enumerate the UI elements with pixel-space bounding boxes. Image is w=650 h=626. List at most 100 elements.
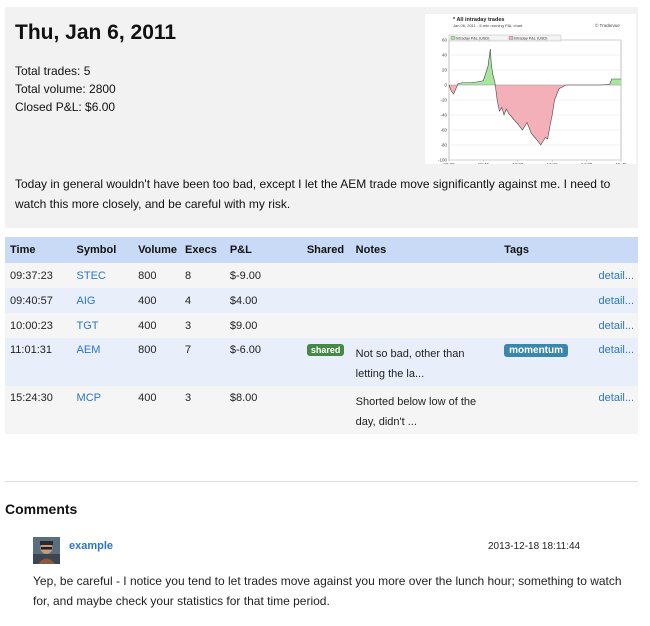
trade-volume: 400 (133, 288, 181, 313)
comment-timestamp: 2013-12-18 18:11:44 (488, 541, 581, 552)
trade-shared (301, 313, 351, 338)
trade-pnl: $8.00 (224, 386, 302, 434)
y-tick-label: 0 (444, 83, 447, 88)
col-pnl[interactable]: P&L (224, 237, 302, 263)
trade-execs: 3 (180, 313, 225, 338)
trade-symbol-link[interactable]: TGT (76, 319, 99, 332)
notes-line: day, didn't ... (355, 416, 417, 428)
y-tick-label: 20 (442, 68, 448, 73)
detail-link[interactable]: detail... (598, 269, 634, 282)
trade-symbol-link[interactable]: AIG (76, 294, 96, 307)
trade-volume: 800 (133, 263, 181, 288)
detail-link[interactable]: detail... (598, 392, 634, 404)
trade-notes (350, 288, 500, 313)
trade-tags: momentum (499, 338, 594, 386)
pnl-series-line (448, 48, 621, 146)
trade-time: 10:00:23 (5, 313, 72, 338)
trade-tags (499, 386, 594, 434)
trade-tags (499, 263, 594, 288)
page-title: Thu, Jan 6, 2011 (15, 21, 177, 44)
trade-shared (301, 263, 351, 288)
y-tick-label: -40 (440, 113, 447, 118)
table-row[interactable]: 09:37:23 STEC 800 8 $-9.00 detail... (5, 263, 638, 288)
shared-badge: shared (306, 344, 345, 356)
pnl-area-negative (449, 85, 621, 145)
y-tick-label: 40 (442, 53, 448, 58)
table-row[interactable]: 15:24:30 MCP 400 3 $8.00 Shorted below l… (5, 386, 638, 434)
trade-execs: 3 (180, 386, 225, 434)
table-row[interactable]: 10:00:23 TGT 400 3 $9.00 detail... (5, 313, 638, 338)
y-tick-label: -60 (440, 128, 447, 133)
col-execs[interactable]: Execs (180, 237, 225, 263)
trade-symbol-link[interactable]: STEC (76, 269, 106, 282)
trade-notes: Shorted below low of the day, didn't ... (350, 386, 500, 434)
trade-volume: 800 (133, 338, 181, 386)
x-tick-label: 09:30 (443, 162, 455, 164)
comment-author-link[interactable]: example (69, 540, 114, 552)
table-row[interactable]: 11:01:31 AEM 800 7 $-6.00 shared Not so … (5, 338, 638, 386)
col-time[interactable]: Time (5, 237, 72, 263)
trade-volume: 400 (133, 313, 181, 338)
trade-volume: 400 (133, 386, 181, 434)
x-tick-label: 13:15 (547, 162, 559, 164)
user-avatar-icon (33, 537, 60, 564)
legend-label-positive: Intraday P&L (USD) (456, 37, 490, 41)
trade-execs: 7 (180, 338, 225, 386)
y-tick-label: -100 (438, 158, 448, 163)
trade-shared (301, 386, 351, 434)
trade-time: 11:01:31 (5, 338, 72, 386)
comment-body: Yep, be careful - I notice you tend to l… (33, 574, 622, 608)
legend-swatch-positive (450, 36, 456, 40)
day-note: Today in general wouldn't have been too … (15, 177, 611, 211)
col-shared[interactable]: Shared (301, 237, 351, 263)
day-summary-panel: Thu, Jan 6, 2011 Total trades: 5 Total v… (5, 7, 638, 228)
pnl-area-positive (449, 49, 621, 85)
chart-credit: © Tradervue (595, 22, 620, 28)
col-notes[interactable]: Notes (350, 237, 500, 263)
trade-pnl: $4.00 (224, 288, 302, 313)
trade-symbol-link[interactable]: MCP (76, 392, 101, 404)
trade-tags (499, 288, 594, 313)
total-trades: Total trades: 5 (15, 64, 91, 78)
closed-pnl: Closed P&L: $6.00 (15, 100, 116, 114)
trade-execs: 4 (180, 288, 225, 313)
trade-time: 09:37:23 (5, 263, 72, 288)
trade-shared: shared (301, 338, 351, 386)
intraday-pnl-chart: * All intraday trades Jan 06, 2011 - 5-m… (425, 14, 636, 164)
trade-pnl: $-9.00 (224, 263, 302, 288)
detail-link[interactable]: detail... (598, 344, 634, 356)
trade-pnl: $9.00 (224, 313, 302, 338)
trade-notes (350, 313, 500, 338)
chart-title: * All intraday trades (453, 17, 504, 23)
trade-notes (350, 263, 500, 288)
col-detail (593, 237, 638, 263)
trade-symbol-link[interactable]: AEM (76, 344, 101, 356)
chart-subtitle: Jan 06, 2011 - 5-min running P&L chart (453, 23, 523, 28)
trade-time: 15:24:30 (5, 386, 72, 434)
table-header-row: Time Symbol Volume Execs P&L Shared Note… (5, 237, 638, 263)
tag-badge-momentum[interactable]: momentum (504, 344, 569, 357)
total-volume: Total volume: 2800 (15, 82, 116, 96)
legend-swatch-negative (508, 36, 514, 40)
col-symbol[interactable]: Symbol (71, 237, 134, 263)
notes-line: Not so bad, other than (355, 348, 465, 360)
comments-heading: Comments (5, 501, 78, 517)
notes-line: letting the la... (355, 368, 425, 380)
table-row[interactable]: 09:40:57 AIG 400 4 $4.00 detail... (5, 288, 638, 313)
col-tags[interactable]: Tags (499, 237, 594, 263)
trade-time: 09:40:57 (5, 288, 72, 313)
legend-label-negative: Intraday P&L (USD) (514, 37, 548, 41)
notes-line: Shorted below low of the (355, 396, 477, 408)
detail-link[interactable]: detail... (598, 294, 634, 307)
avatar[interactable] (33, 537, 60, 564)
trades-table: Time Symbol Volume Execs P&L Shared Note… (5, 237, 638, 434)
x-tick-label: 14:30 (581, 162, 593, 164)
col-volume[interactable]: Volume (133, 237, 181, 263)
trade-notes: Not so bad, other than letting the la... (350, 338, 500, 386)
y-tick-label: 60 (442, 38, 448, 43)
trade-pnl: $-6.00 (224, 338, 302, 386)
detail-link[interactable]: detail... (598, 319, 634, 332)
y-tick-label: -80 (440, 143, 447, 148)
y-tick-label: -20 (440, 98, 447, 103)
trade-execs: 8 (180, 263, 225, 288)
